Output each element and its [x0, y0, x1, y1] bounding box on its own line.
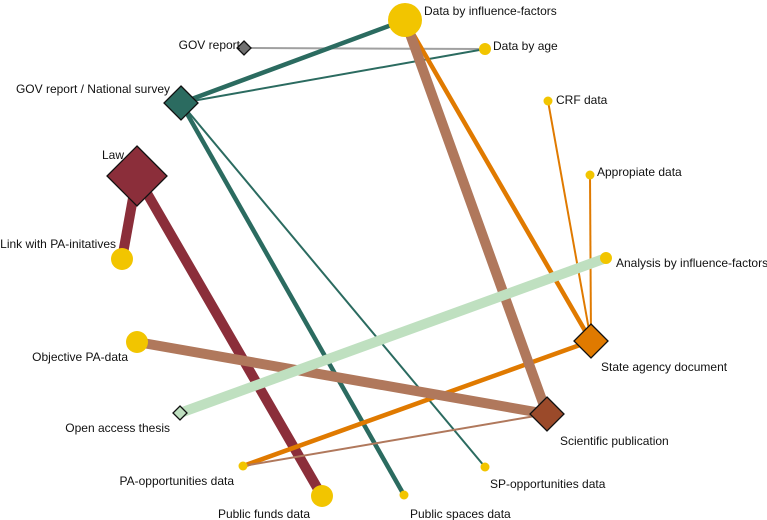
node-gov-national[interactable] — [163, 85, 199, 121]
labels-layer: GOV report GOV report / National survey La… — [0, 4, 767, 520]
node-appropiate[interactable] — [585, 170, 595, 180]
label-public-spaces: Public spaces data — [410, 507, 511, 520]
edge-sci_pub-objective_pa — [136, 337, 548, 419]
label-public-funds: Public funds data — [218, 507, 310, 520]
edge-law-public_funds — [132, 173, 327, 499]
nodes-layer — [106, 3, 612, 507]
label-crf: CRF data — [556, 93, 608, 107]
node-objective-pa[interactable] — [126, 331, 148, 353]
label-data-age: Data by age — [493, 39, 558, 53]
label-objective-pa: Objective PA-data — [32, 350, 128, 364]
node-sp-opps[interactable] — [480, 462, 490, 472]
edge-gov_national-data_influence — [180, 17, 406, 106]
label-data-influence: Data by influence-factors — [424, 4, 557, 18]
edge-gov_national-public_spaces — [179, 101, 406, 497]
node-data-influence[interactable] — [388, 3, 422, 37]
label-law: Law — [102, 148, 124, 162]
edge-state_agency-data_influence — [403, 18, 593, 343]
label-sci-pub: Scientific publication — [560, 434, 669, 448]
edge-state_agency-crf — [547, 100, 592, 342]
node-open-thesis[interactable] — [172, 405, 188, 421]
node-crf[interactable] — [543, 96, 553, 106]
node-law[interactable] — [106, 145, 168, 207]
node-link-pa[interactable] — [111, 248, 133, 270]
label-gov-national: GOV report / National survey — [16, 82, 170, 96]
label-analysis-influence: Analysis by influence-factors — [616, 256, 767, 270]
node-analysis-influence[interactable] — [600, 252, 612, 264]
label-state-agency: State agency document — [601, 360, 728, 374]
edge-gov_national-sp_opps — [180, 102, 486, 468]
node-state-agency[interactable] — [573, 323, 609, 359]
label-sp-opps: SP-opportunities data — [490, 477, 606, 491]
label-gov-report: GOV report — [179, 38, 241, 52]
edge-state_agency-appropiate — [589, 174, 592, 342]
label-link-pa: Link with PA-initatives — [0, 237, 116, 251]
label-appropiate: Appropiate data — [597, 165, 682, 179]
node-data-age[interactable] — [479, 43, 491, 55]
edge-open_thesis-analysis_influence — [178, 253, 608, 418]
edge-gov_report-data_age — [243, 47, 486, 50]
edges-layer — [117, 17, 608, 499]
node-sci-pub[interactable] — [529, 396, 565, 432]
edge-gov_national-data_age — [180, 48, 486, 104]
node-public-funds[interactable] — [311, 485, 333, 507]
node-gov-report[interactable] — [236, 40, 252, 56]
label-pa-opps: PA-opportunities data — [119, 474, 234, 488]
node-public-spaces[interactable] — [399, 490, 409, 500]
label-open-thesis: Open access thesis — [65, 421, 170, 435]
edge-sci_pub-pa_opps — [242, 413, 548, 467]
node-pa-opps[interactable] — [238, 461, 248, 471]
edge-sci_pub-data_influence — [400, 18, 552, 416]
